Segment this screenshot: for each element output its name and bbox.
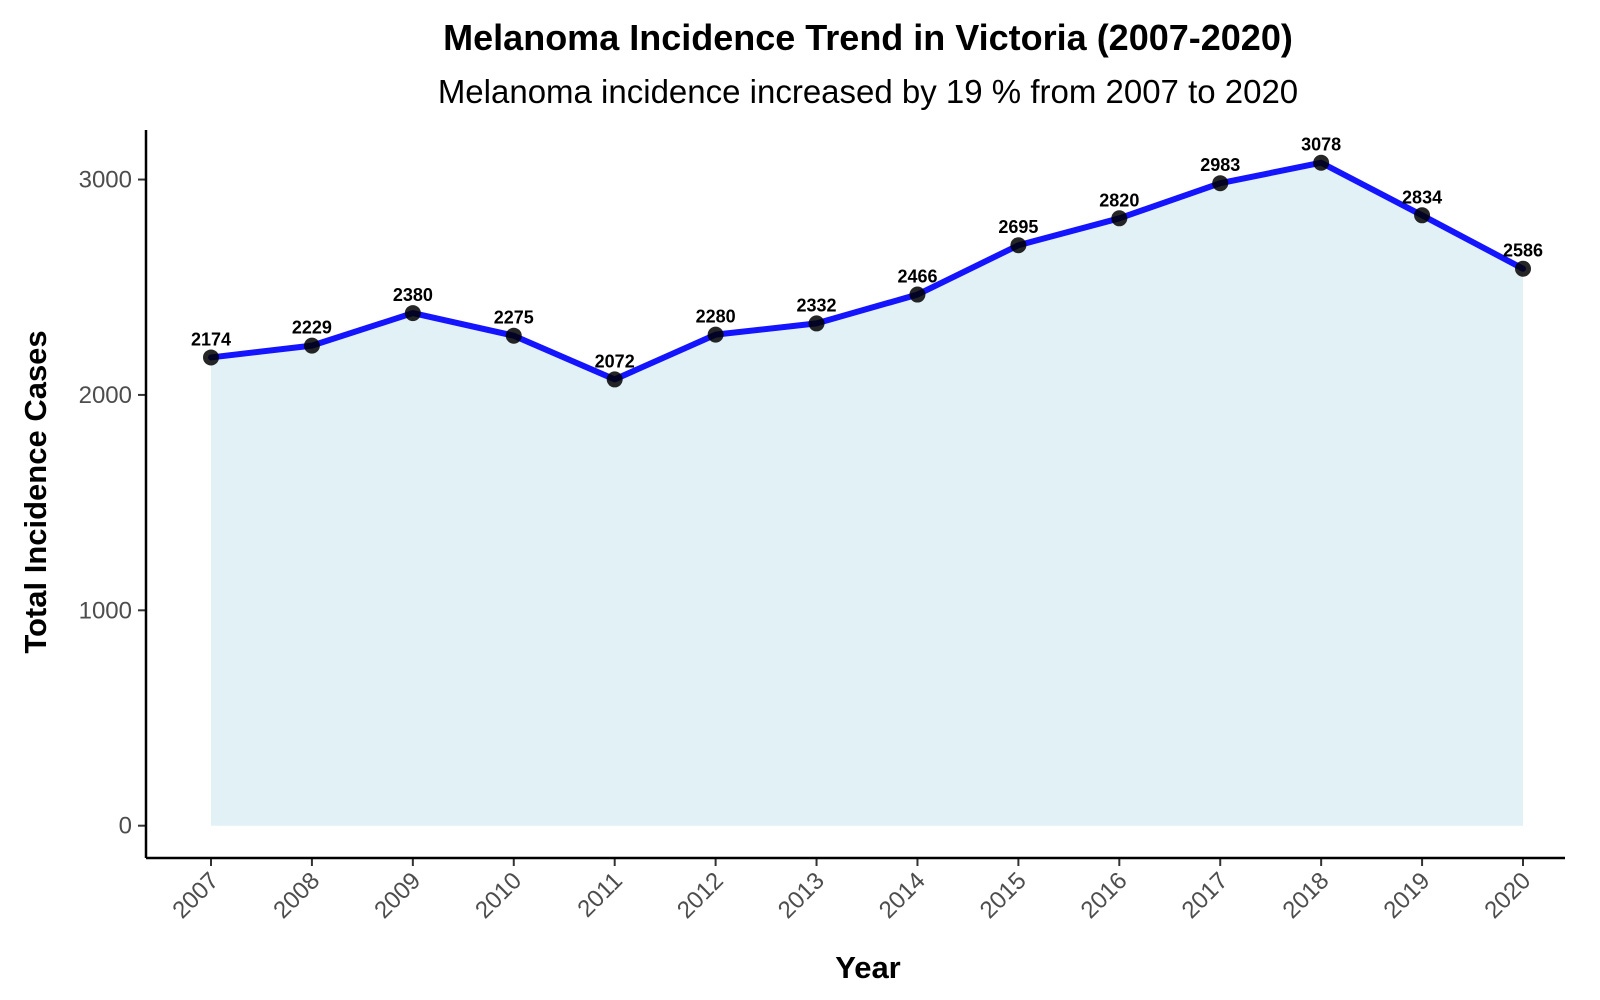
series-line [208,159,1526,383]
data-point [707,326,724,343]
y-axis-title: Total Incidence Cases [18,330,53,653]
data-point [1212,175,1229,192]
data-label: 2466 [897,267,937,287]
x-tick-label: 2014 [874,867,931,924]
data-point [303,337,320,354]
data-point [1515,260,1531,277]
x-tick-label: 2020 [1479,867,1536,924]
data-label: 2820 [1099,190,1139,210]
data-label: 2332 [797,295,837,315]
x-tick-label: 2015 [975,867,1032,924]
x-axis-ticks: 2007 2008 2009 2010 2011 2012 2013 2014 2015 2016… [167,858,1536,924]
data-point [808,315,825,332]
y-tick-label: 2000 [79,382,132,409]
data-label: 2586 [1503,241,1543,261]
data-point [606,371,623,388]
data-point [1111,210,1128,227]
y-axis-ticks: 0 1000 2000 3000 [79,167,146,840]
data-points [203,154,1531,388]
data-label: 2280 [696,307,736,327]
data-point [909,286,926,303]
x-tick-label: 2010 [470,867,527,924]
x-tick-label: 2018 [1278,867,1335,924]
data-label: 2380 [393,285,433,305]
data-labels: 2174 2229 2380 2275 2072 2280 2332 2466 2695 2820… [191,135,1543,372]
data-label: 2174 [191,329,231,349]
area-fill [211,162,1523,826]
x-tick-label: 2012 [672,867,729,924]
chart-title: Melanoma Incidence Trend in Victoria (20… [443,17,1293,58]
x-tick-label: 2019 [1378,867,1435,924]
x-tick-label: 2017 [1177,867,1234,924]
data-point [1414,207,1431,224]
y-tick-label: 0 [119,813,132,840]
x-tick-label: 2016 [1076,867,1133,924]
data-label: 2275 [494,308,534,328]
data-label: 2695 [998,217,1038,237]
data-label: 2983 [1200,155,1240,175]
data-point [505,327,522,344]
x-tick-label: 2013 [773,867,830,924]
data-label: 2072 [595,351,635,371]
data-point [1010,237,1027,254]
y-tick-label: 1000 [79,597,132,624]
x-axis-title: Year [835,950,901,985]
data-point [404,305,421,322]
x-tick-label: 2009 [369,867,426,924]
data-label: 2229 [292,318,332,338]
data-point [203,349,219,366]
data-label: 3078 [1301,135,1341,155]
data-label: 2834 [1402,187,1442,207]
y-tick-label: 3000 [79,167,132,194]
chart-subtitle: Melanoma incidence increased by 19 % fro… [438,73,1298,110]
x-tick-label: 2007 [167,867,224,924]
data-point [1313,154,1330,171]
x-tick-label: 2008 [268,867,325,924]
x-tick-label: 2011 [572,867,628,923]
